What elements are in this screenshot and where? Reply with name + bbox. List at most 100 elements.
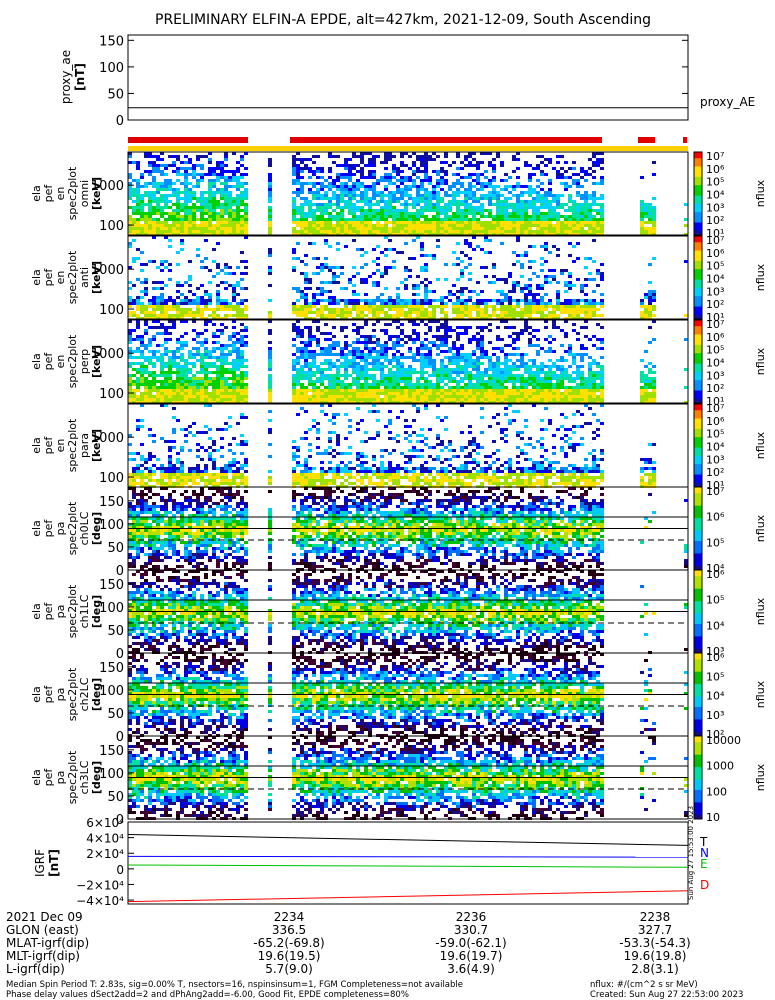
colorbar-cell <box>694 706 702 710</box>
colorbar-cell <box>694 626 702 629</box>
colorbar-cell <box>694 328 702 331</box>
panel-ytick-label: 1000 <box>91 347 124 362</box>
xaxis-time-1: 2234 <box>274 910 305 924</box>
panel-ylabel-part: ela <box>30 520 43 537</box>
colorbar-cell <box>694 621 702 625</box>
colorbar-cell <box>694 428 702 432</box>
colorbar-cell <box>694 340 702 344</box>
colorbar-cell <box>694 559 702 563</box>
colorbar-cell <box>694 187 702 190</box>
colorbar-cell <box>694 723 702 727</box>
panel-ylabel-part: [deg] <box>90 761 103 794</box>
panel-ytick-label: 150 <box>99 744 124 759</box>
igrf-legend-D: D <box>700 878 709 892</box>
colorbar-cell <box>694 592 702 596</box>
colorbar-cell <box>694 576 702 579</box>
colorbar-cell <box>694 690 702 693</box>
colorbar-cell <box>694 748 702 752</box>
colorbar-cell <box>694 530 702 534</box>
colorbar-cell <box>694 702 702 706</box>
colorbar: 10⁶ 10⁵ 10⁴ 10³ 10² nflux <box>693 651 767 741</box>
xaxis-row-label-mlt: MLT-igrf(dip) <box>6 949 80 963</box>
colorbar-cell <box>694 365 702 369</box>
colorbar-cell <box>694 210 702 213</box>
spectrogram-cells <box>128 404 656 488</box>
colorbar-cell <box>694 281 702 285</box>
colorbar-cell <box>694 373 702 377</box>
colorbar-cell <box>694 767 702 770</box>
colorbar-cell <box>694 300 702 303</box>
colorbar-cell <box>694 671 702 675</box>
colorbar-tick-label: 10⁵ <box>706 594 724 607</box>
colorbar-cell <box>694 773 702 776</box>
colorbar-cell <box>694 353 702 356</box>
colorbar-tick-label: 10⁴ <box>706 562 725 575</box>
colorbar-cell <box>694 332 702 336</box>
colorbar-cell <box>694 468 702 471</box>
colorbar-cell <box>694 193 702 197</box>
spectrogram-cells <box>128 736 688 820</box>
colorbar-cell <box>694 538 702 542</box>
colorbar-cell <box>694 258 702 262</box>
colorbar-tick-label: 10⁷ <box>706 318 724 331</box>
colorbar-cell <box>694 240 702 243</box>
colorbar-cell <box>694 511 702 515</box>
panel-ylabel-part: ch0LC <box>78 511 91 545</box>
colorbar-label: nflux <box>754 431 767 459</box>
colorbar-cell <box>694 655 702 658</box>
colorbar-cell <box>694 371 702 375</box>
panel-ytick-label: 150 <box>99 495 124 510</box>
colorbar-cell <box>694 396 702 400</box>
colorbar-cell <box>694 758 702 762</box>
xaxis-mlt-1: 19.6(19.5) <box>258 949 321 963</box>
colorbar-cell <box>694 727 702 731</box>
panel-ylabel-part: ch2LC <box>78 677 91 711</box>
colorbar-cell <box>694 812 702 816</box>
igrf-ytick-label: 2×10⁴ <box>86 847 124 861</box>
colorbar-cell <box>694 694 702 698</box>
panel-ytick-label: 0 <box>116 813 124 828</box>
colorbar-cell <box>694 603 702 606</box>
colorbar-cell <box>694 176 702 180</box>
colorbar-cell <box>694 334 702 338</box>
panel-ytick-label: 100 <box>99 219 124 234</box>
colorbar-cell <box>694 615 702 619</box>
panel-ytick-label: 100 <box>99 767 124 782</box>
colorbar-cell <box>694 574 702 577</box>
colorbar-cell <box>694 789 702 793</box>
colorbar-cell <box>694 553 702 556</box>
panel-ylabel-part: omni <box>78 180 91 207</box>
colorbar-cell <box>694 698 702 702</box>
colorbar-cell <box>694 228 702 232</box>
colorbar-cell <box>694 704 702 708</box>
colorbar-cell <box>694 246 702 249</box>
colorbar-cell <box>694 630 702 633</box>
colorbar-cell <box>694 771 702 774</box>
colorbar-cell <box>694 248 702 252</box>
colorbar-cell <box>694 160 702 163</box>
colorbar-cell <box>694 390 702 394</box>
colorbar-cell <box>694 578 702 581</box>
colorbar-label: nflux <box>754 680 767 708</box>
colorbar-tick-label: 10² <box>706 728 724 741</box>
colorbar-cell <box>694 717 702 720</box>
colorbar-cell <box>694 729 702 733</box>
footer-line-2: Phase delay values dSect2add=2 and dPhAn… <box>6 990 409 1000</box>
colorbar-cell <box>694 750 702 754</box>
colorbar-cell <box>694 380 702 383</box>
colorbar-cell <box>694 203 702 207</box>
xaxis-mlat-1: -65.2(-69.8) <box>253 936 324 950</box>
colorbar-tick-label: 10⁶ <box>706 568 725 581</box>
colorbar-cell <box>694 684 702 687</box>
colorbar-cell <box>694 208 702 211</box>
colorbar-cell <box>694 642 702 646</box>
panel-ytick-label: 0 <box>116 730 124 745</box>
colorbar-cell <box>694 657 702 660</box>
colorbar-cell <box>694 460 702 463</box>
colorbar-cell <box>694 636 702 639</box>
colorbar-cell <box>694 457 702 461</box>
colorbar-cell <box>694 640 702 644</box>
